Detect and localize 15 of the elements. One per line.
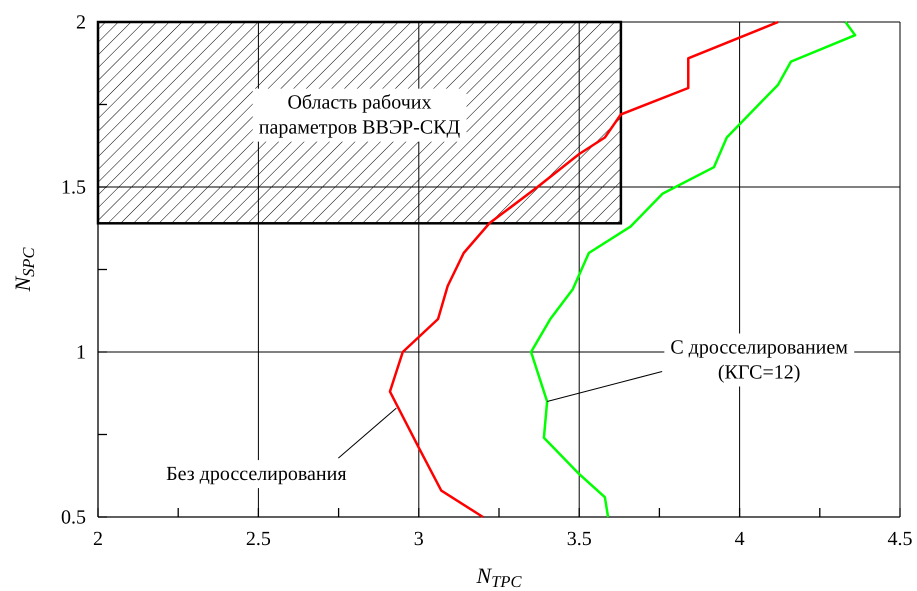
y-tick-label: 1.5	[61, 176, 86, 198]
y-tick-label: 1	[76, 341, 86, 364]
x-axis-title: N$_{TPC}$	[476, 563, 522, 591]
x-tick-label: 2	[93, 528, 103, 550]
x-tick-label: 4.5	[888, 528, 912, 550]
band-label: Область рабочих параметров ВВЭР-СКД	[258, 92, 461, 139]
x-tick-label: 3.5	[566, 528, 592, 550]
annotation: Без дросселирования	[166, 463, 347, 486]
line-series	[530, 20, 856, 518]
y-tick-label: 2	[76, 11, 86, 34]
y-tick-label: 0.5	[61, 506, 86, 528]
x-tick-label: 4	[734, 528, 745, 550]
x-tick-label: 2.5	[246, 528, 271, 550]
x-tick-label: 3	[414, 528, 424, 550]
annotation: С дросселированием (КГС=12)	[670, 336, 848, 384]
